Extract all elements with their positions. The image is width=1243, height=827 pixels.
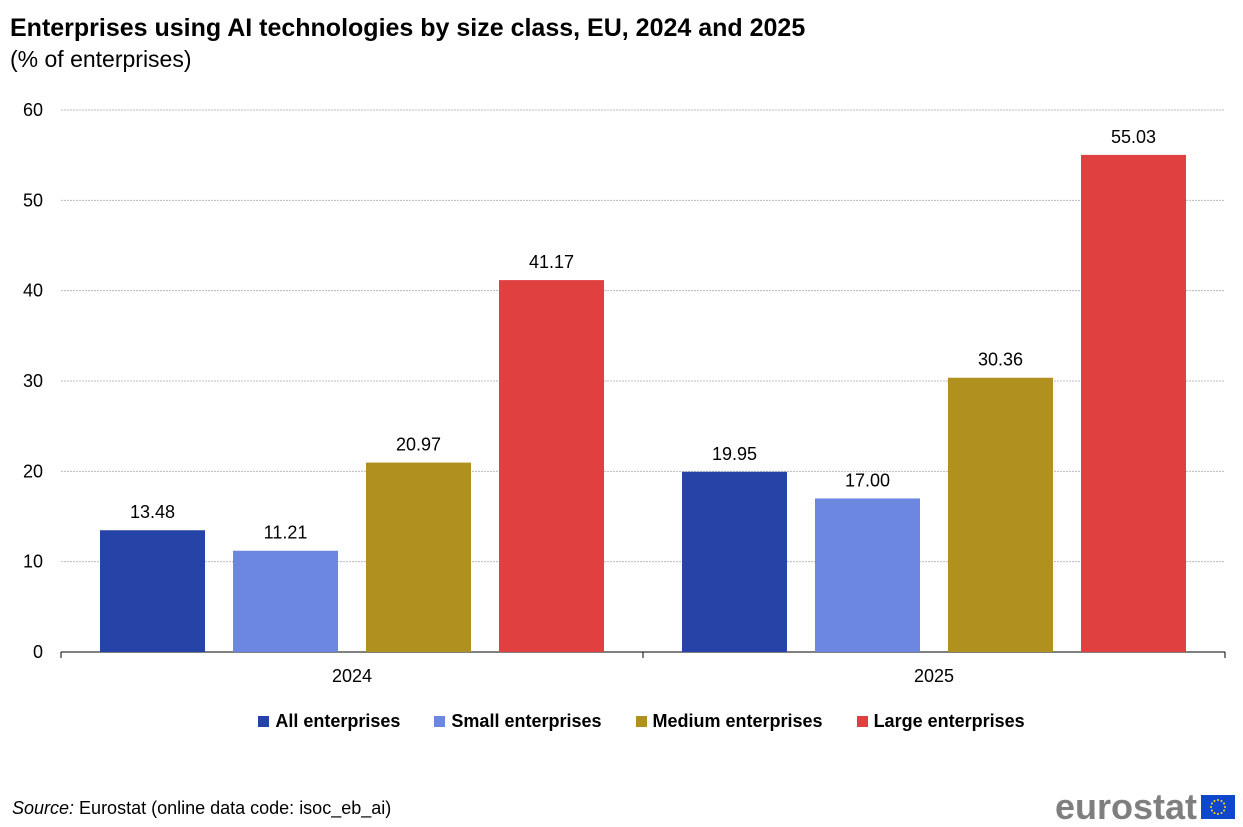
data-label: 55.03 <box>1111 127 1156 147</box>
legend-label: Medium enterprises <box>652 711 823 731</box>
legend-label: Small enterprises <box>451 711 602 731</box>
legend-swatch <box>434 716 446 727</box>
bar <box>1081 154 1186 652</box>
data-label: 20.97 <box>396 435 441 455</box>
legend-item: All enterprises <box>258 711 400 732</box>
bar <box>366 462 471 652</box>
bar <box>815 498 920 652</box>
data-label: 30.36 <box>978 350 1023 370</box>
data-label: 11.21 <box>264 523 308 543</box>
bar <box>499 280 604 652</box>
data-label: 19.95 <box>712 444 757 464</box>
legend-item: Large enterprises <box>856 711 1025 732</box>
y-tick-label: 40 <box>23 281 43 301</box>
data-label: 41.17 <box>529 252 574 272</box>
eu-flag-icon <box>1201 795 1236 819</box>
legend-swatch <box>635 716 647 727</box>
x-tick-label: 2025 <box>914 666 954 686</box>
source-note: Source: Eurostat (online data code: isoc… <box>12 798 391 819</box>
source-label: Source: <box>12 798 75 818</box>
legend: All enterprises Small enterprises Medium e… <box>0 711 1243 732</box>
chart-title: Enterprises using AI technologies by siz… <box>10 14 806 42</box>
x-tick-label: 2024 <box>332 666 372 686</box>
eurostat-logo: eurostat <box>1055 786 1236 827</box>
source-text: Eurostat (online data code: isoc_eb_ai) <box>74 798 392 818</box>
legend-item: Small enterprises <box>434 711 602 732</box>
legend-swatch <box>258 716 270 727</box>
y-tick-label: 50 <box>23 190 43 210</box>
bar <box>682 471 787 652</box>
y-tick-label: 20 <box>23 461 43 481</box>
y-tick-label: 60 <box>23 100 43 120</box>
y-tick-label: 10 <box>23 552 43 572</box>
data-label: 17.00 <box>845 470 890 490</box>
legend-label: All enterprises <box>275 711 401 731</box>
data-label: 13.48 <box>130 502 175 522</box>
chart-subtitle: (% of enterprises) <box>10 46 192 72</box>
legend-label: Large enterprises <box>873 711 1025 731</box>
legend-swatch <box>856 716 868 727</box>
logo-text: eurostat <box>1055 786 1198 827</box>
bar <box>948 377 1053 652</box>
y-tick-label: 30 <box>23 371 43 391</box>
bar <box>233 550 338 652</box>
legend-item: Medium enterprises <box>635 711 823 732</box>
y-tick-label: 0 <box>33 642 43 662</box>
bar <box>100 530 205 652</box>
